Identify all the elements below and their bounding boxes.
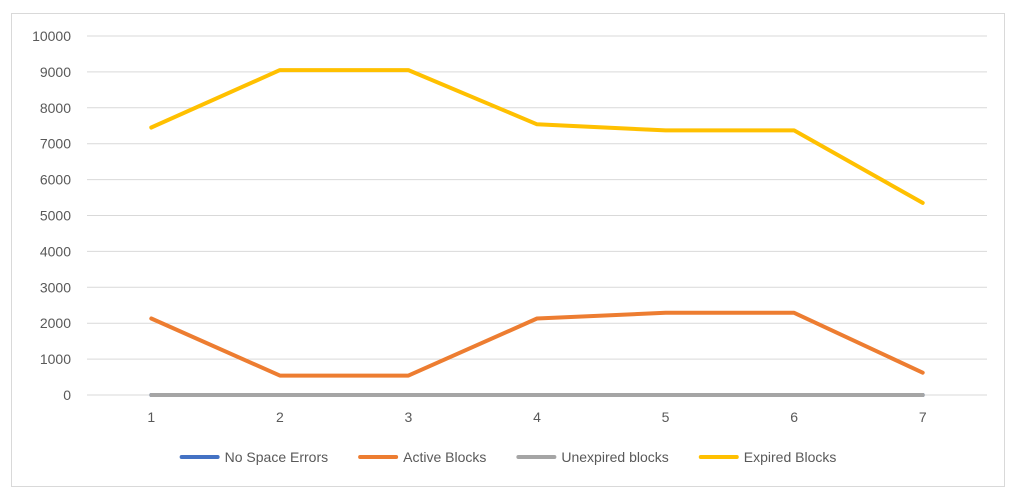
- legend-label: Active Blocks: [403, 449, 486, 465]
- legend-item-unexpired-blocks: Unexpired blocks: [516, 449, 669, 465]
- x-axis-tick-labels: 1 2 3 4 5 6 7: [147, 409, 926, 425]
- x-tick-label: 5: [662, 409, 670, 425]
- x-tick-label: 3: [405, 409, 413, 425]
- legend-label: No Space Errors: [225, 449, 328, 465]
- y-tick-label: 10000: [32, 28, 71, 44]
- gridlines: [87, 35, 987, 396]
- series-line-active-blocks: [149, 310, 925, 378]
- y-tick-label: 3000: [40, 279, 71, 295]
- series-line-expired-blocks: [149, 68, 925, 205]
- legend-label: Expired Blocks: [744, 449, 837, 465]
- x-tick-label: 6: [790, 409, 798, 425]
- y-tick-label: 2000: [40, 315, 71, 331]
- x-tick-label: 7: [919, 409, 927, 425]
- legend-item-active-blocks: Active Blocks: [358, 449, 486, 465]
- legend-label: Unexpired blocks: [561, 449, 668, 465]
- y-tick-label: 6000: [40, 172, 71, 188]
- y-tick-label: 5000: [40, 208, 71, 224]
- y-tick-label: 0: [63, 387, 71, 403]
- x-tick-label: 2: [276, 409, 284, 425]
- y-tick-label: 1000: [40, 351, 71, 367]
- legend: No Space Errors Active Blocks Unexpired bl…: [179, 449, 837, 465]
- x-tick-label: 4: [533, 409, 541, 425]
- series-lines: [149, 68, 925, 397]
- legend-item-no-space-errors: No Space Errors: [179, 449, 328, 465]
- chart-frame: 0 1000 2000 3000 4000 5000 6000 7000 8000 9000 100…: [11, 13, 1005, 487]
- y-tick-label: 9000: [40, 64, 71, 80]
- y-tick-label: 7000: [40, 136, 71, 152]
- x-tick-label: 1: [147, 409, 155, 425]
- legend-item-expired-blocks: Expired Blocks: [698, 449, 837, 465]
- y-tick-label: 8000: [40, 100, 71, 116]
- line-chart: 0 1000 2000 3000 4000 5000 6000 7000 8000 9000 100…: [32, 28, 987, 465]
- y-axis-tick-labels: 0 1000 2000 3000 4000 5000 6000 7000 8000 9000 100…: [32, 28, 71, 403]
- y-tick-label: 4000: [40, 243, 71, 259]
